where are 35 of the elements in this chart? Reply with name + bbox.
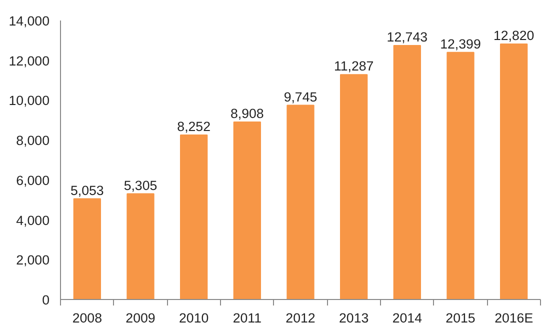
data-label: 12,743	[386, 30, 428, 45]
x-tick-label: 2009	[126, 310, 156, 326]
y-tick-label: 4,000	[16, 212, 50, 228]
x-tick-label: 2011	[232, 310, 262, 326]
y-tick-label: 12,000	[8, 53, 50, 68]
x-tick-label: 2015	[446, 310, 476, 326]
y-tick-label: 14,000	[8, 14, 50, 28]
bar	[500, 44, 528, 300]
bar	[340, 74, 368, 300]
data-label: 12,399	[440, 36, 481, 52]
x-tick-label: 2008	[72, 310, 102, 326]
bar	[446, 52, 474, 300]
data-label: 5,305	[124, 178, 158, 193]
x-tick-label: 2013	[339, 310, 369, 326]
y-tick-label: 8,000	[16, 133, 50, 148]
data-label: 8,252	[177, 119, 211, 134]
x-tick-label: 2012	[286, 310, 316, 326]
bar	[180, 134, 208, 300]
bar	[126, 193, 154, 300]
data-label: 11,287	[334, 58, 374, 74]
bar	[73, 198, 101, 300]
data-label: 12,820	[493, 28, 534, 44]
y-tick-label: 10,000	[8, 93, 50, 108]
data-label: 9,745	[284, 89, 318, 104]
y-tick-label: 2,000	[16, 252, 50, 268]
y-tick-label: 6,000	[16, 172, 50, 188]
x-tick-label: 2014	[392, 310, 423, 326]
bar	[286, 104, 314, 300]
y-tick-label: 0	[42, 292, 50, 308]
data-label: 8,908	[230, 106, 264, 121]
bar	[233, 121, 261, 300]
x-tick-label: 2016E	[494, 310, 534, 326]
data-label: 5,053	[70, 182, 104, 198]
bar	[393, 45, 421, 300]
x-tick-label: 2010	[179, 310, 209, 326]
